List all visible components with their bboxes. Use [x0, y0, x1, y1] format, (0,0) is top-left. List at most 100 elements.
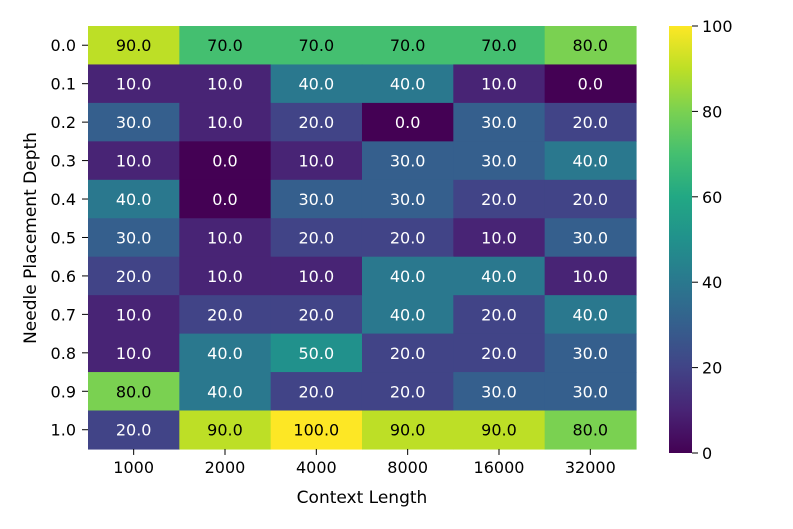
- heatmap-cell-r2-c1: [179, 102, 272, 142]
- heatmap-cell-r6-c3: [361, 256, 454, 296]
- heatmap-cell-r9-c3: [361, 372, 454, 412]
- cell-value-r7-c5: 40.0: [572, 305, 608, 324]
- y-tick-label-0: 0.0: [51, 36, 76, 55]
- cell-value-r0-c3: 70.0: [390, 36, 426, 55]
- cell-value-r3-c2: 10.0: [299, 152, 335, 171]
- cell-value-r0-c2: 70.0: [299, 36, 335, 55]
- x-tick-label-5: 32000: [565, 458, 616, 477]
- heatmap-cell-r0-c0: [88, 26, 180, 66]
- heatmap-cell-r7-c4: [453, 295, 546, 335]
- heatmap-cell-r3-c4: [453, 141, 546, 181]
- heatmap-cell-r0-c4: [453, 26, 546, 66]
- colorbar-tick-label-5: 100: [702, 17, 733, 36]
- heatmap-cell-r0-c1: [179, 26, 272, 66]
- x-axis-ticks: 1000 2000 4000 8000 16000 32000: [113, 448, 616, 477]
- cell-value-r2-c5: 20.0: [572, 113, 608, 132]
- heatmap-cell-r4-c5: [544, 179, 637, 219]
- cell-value-r4-c1: 0.0: [212, 190, 237, 209]
- cell-value-r5-c1: 10.0: [207, 228, 243, 247]
- heatmap-cell-r0-c3: [361, 26, 454, 66]
- heatmap-cell-r7-c0: [88, 295, 180, 335]
- heatmap-cell-r6-c5: [544, 256, 637, 296]
- heatmap-cell-r9-c4: [453, 372, 546, 412]
- cell-value-r6-c4: 40.0: [481, 267, 517, 286]
- cell-value-r5-c3: 20.0: [390, 228, 426, 247]
- heatmap-cell-r3-c3: [361, 141, 454, 181]
- colorbar-tick-label-2: 40: [702, 273, 722, 292]
- heatmap-cell-r2-c0: [88, 102, 180, 142]
- cell-value-r5-c4: 10.0: [481, 228, 517, 247]
- cell-value-r3-c0: 10.0: [116, 152, 152, 171]
- heatmap-cell-r9-c2: [270, 372, 363, 412]
- heatmap-cell-r2-c5: [544, 102, 637, 142]
- heatmap-cell-r1-c4: [453, 64, 546, 104]
- cell-value-r8-c4: 20.0: [481, 344, 517, 363]
- cell-value-r6-c3: 40.0: [390, 267, 426, 286]
- heatmap-cell-r4-c3: [361, 179, 454, 219]
- cell-value-r8-c0: 10.0: [116, 344, 152, 363]
- cell-value-r9-c0: 80.0: [116, 382, 152, 401]
- heatmap-cell-r5-c1: [179, 218, 272, 258]
- heatmap-cell-r8-c1: [179, 333, 272, 373]
- heatmap-cell-r5-c0: [88, 218, 180, 258]
- cell-value-r9-c5: 30.0: [572, 382, 608, 401]
- heatmap-cell-r8-c3: [361, 333, 454, 373]
- heatmap-cell-r2-c4: [453, 102, 546, 142]
- cell-value-r6-c2: 10.0: [299, 267, 335, 286]
- y-tick-label-7: 0.7: [51, 305, 76, 324]
- y-tick-label-2: 0.2: [51, 113, 76, 132]
- cell-value-r9-c3: 20.0: [390, 382, 426, 401]
- y-tick-label-3: 0.3: [51, 152, 76, 171]
- cell-value-r4-c2: 30.0: [299, 190, 335, 209]
- heatmap-cell-r7-c2: [270, 295, 363, 335]
- heatmap-cells: [88, 26, 637, 450]
- cell-value-r3-c1: 0.0: [212, 152, 237, 171]
- heatmap-cell-r2-c3: [361, 102, 454, 142]
- heatmap-cell-r6-c4: [453, 256, 546, 296]
- cell-value-r7-c2: 20.0: [299, 305, 335, 324]
- y-tick-label-6: 0.6: [51, 267, 76, 286]
- cell-value-r3-c4: 30.0: [481, 152, 517, 171]
- x-tick-label-2: 4000: [296, 458, 337, 477]
- cell-value-r6-c5: 10.0: [572, 267, 608, 286]
- x-tick-label-4: 16000: [474, 458, 525, 477]
- heatmap-cell-r10-c4: [453, 410, 546, 450]
- cell-value-r4-c5: 20.0: [572, 190, 608, 209]
- heatmap-cell-labels: 90.0 70.0 70.0 70.0 70.0 80.0 10.0 10.0 40.0 40.0…: [116, 36, 608, 440]
- x-tick-label-0: 1000: [113, 458, 154, 477]
- x-tick-label-3: 8000: [387, 458, 428, 477]
- heatmap-cell-r3-c0: [88, 141, 180, 181]
- cell-value-r1-c3: 40.0: [390, 75, 426, 94]
- colorbar-tick-label-4: 80: [702, 102, 722, 121]
- cell-value-r1-c5: 0.0: [578, 75, 603, 94]
- heatmap-cell-r4-c4: [453, 179, 546, 219]
- heatmap-cell-r7-c1: [179, 295, 272, 335]
- cell-value-r2-c2: 20.0: [299, 113, 335, 132]
- cell-value-r7-c3: 40.0: [390, 305, 426, 324]
- cell-value-r5-c0: 30.0: [116, 228, 152, 247]
- heatmap-cell-r8-c5: [544, 333, 637, 373]
- cell-value-r8-c1: 40.0: [207, 344, 243, 363]
- cell-value-r4-c4: 20.0: [481, 190, 517, 209]
- heatmap-cell-r8-c0: [88, 333, 180, 373]
- heatmap-cell-r6-c1: [179, 256, 272, 296]
- heatmap-cell-r1-c3: [361, 64, 454, 104]
- cell-value-r8-c3: 20.0: [390, 344, 426, 363]
- cell-value-r7-c4: 20.0: [481, 305, 517, 324]
- heatmap-cell-r1-c1: [179, 64, 272, 104]
- colorbar: 0 20 40 60 80 100: [669, 17, 733, 463]
- heatmap-cell-r10-c2: [270, 410, 363, 450]
- heatmap-cell-r8-c4: [453, 333, 546, 373]
- cell-value-r7-c1: 20.0: [207, 305, 243, 324]
- heatmap-cell-r4-c2: [270, 179, 363, 219]
- heatmap-cell-r0-c2: [270, 26, 363, 66]
- colorbar-tick-label-3: 60: [702, 188, 722, 207]
- heatmap-cell-r4-c0: [88, 179, 180, 219]
- heatmap-cell-r9-c5: [544, 372, 637, 412]
- heatmap-cell-r3-c5: [544, 141, 637, 181]
- heatmap-cell-r4-c1: [179, 179, 272, 219]
- heatmap-cell-r10-c0: [88, 410, 180, 450]
- colorbar-tick-label-1: 20: [702, 359, 722, 378]
